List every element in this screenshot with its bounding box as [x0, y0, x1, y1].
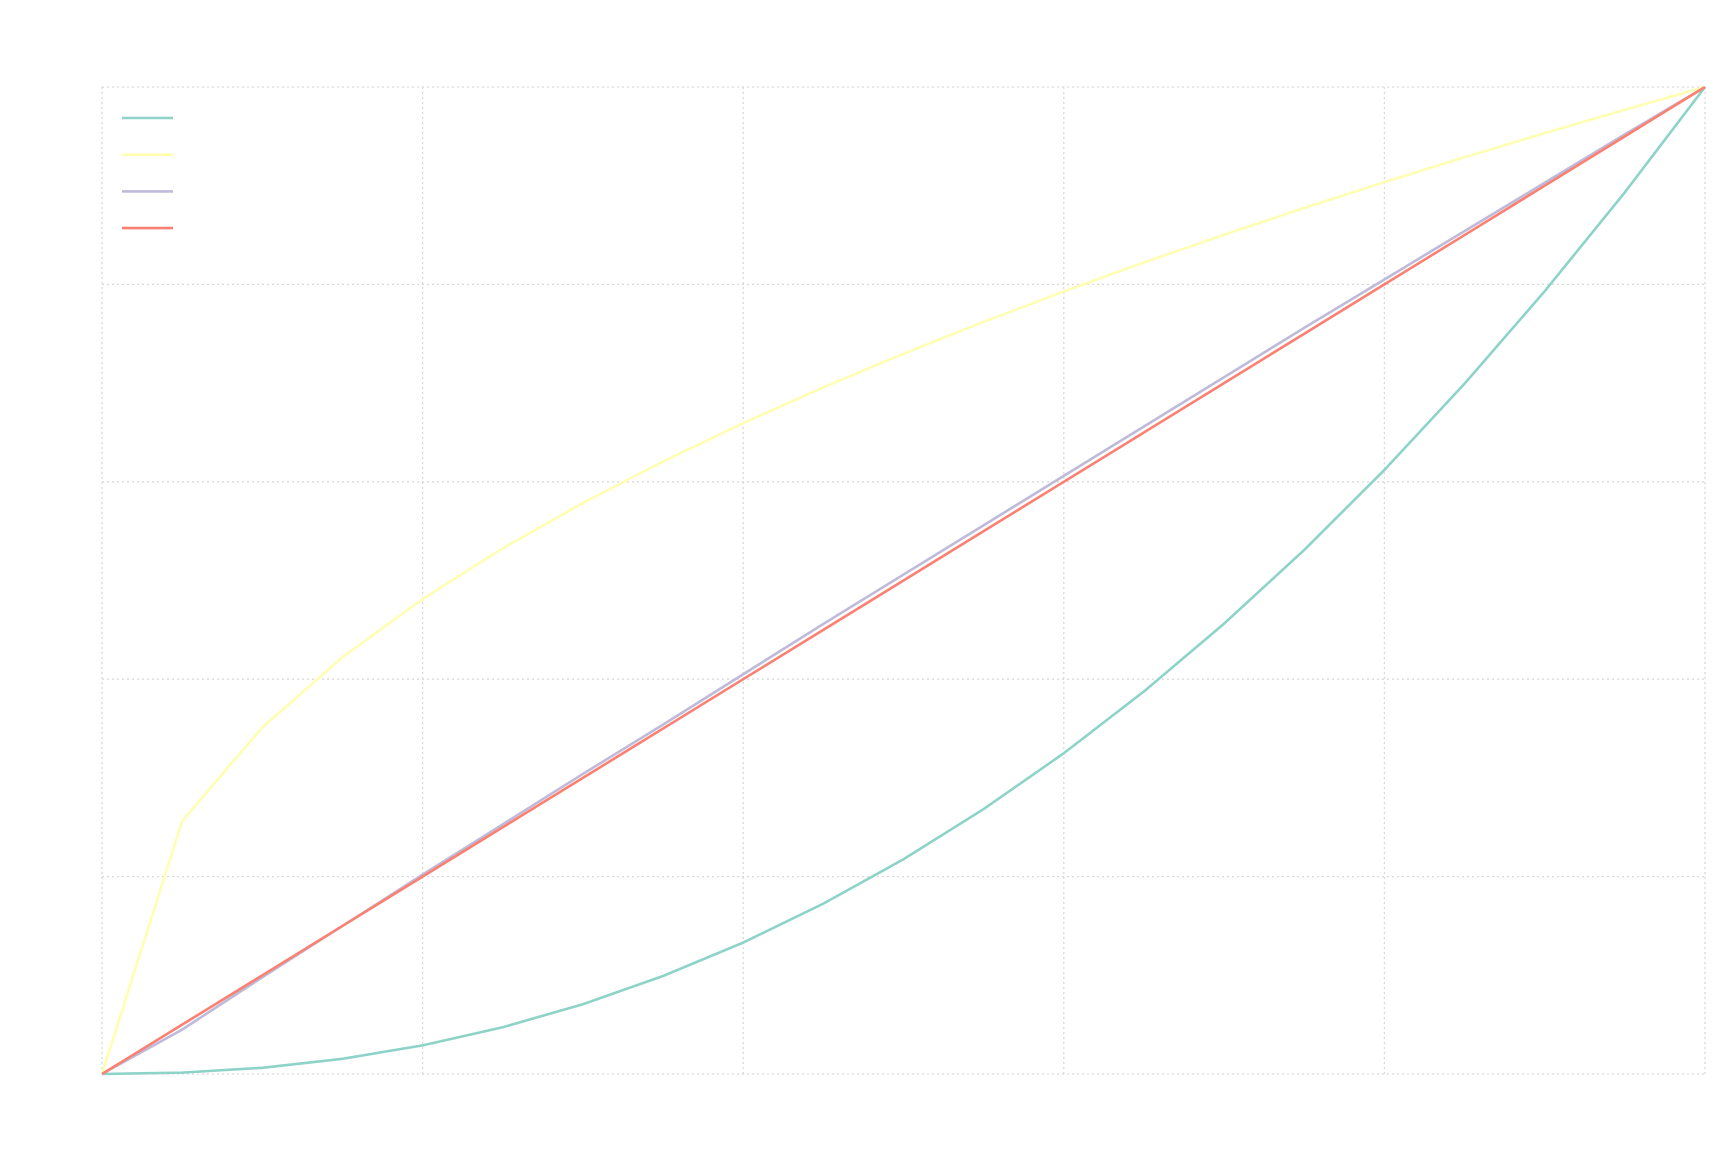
series-line [100, 85, 1706, 1075]
series-line [101, 85, 1706, 1076]
series-line [101, 86, 1707, 1076]
